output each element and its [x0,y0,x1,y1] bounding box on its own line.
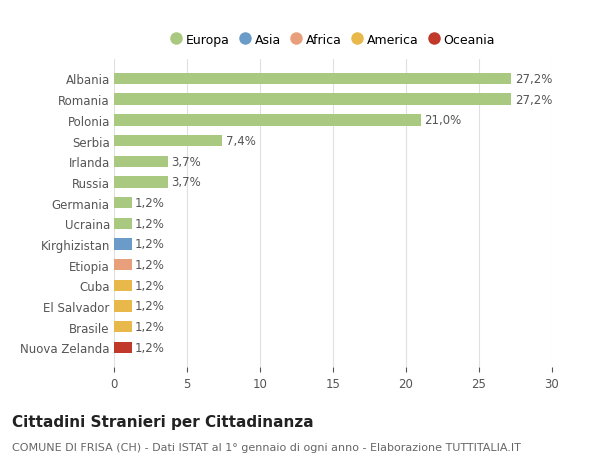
Text: 7,4%: 7,4% [226,135,256,148]
Bar [114,94,511,106]
Bar [114,321,131,333]
Text: 1,2%: 1,2% [135,196,165,210]
Text: 27,2%: 27,2% [515,73,552,86]
Bar [114,218,131,230]
Text: Cittadini Stranieri per Cittadinanza: Cittadini Stranieri per Cittadinanza [12,414,314,429]
Text: 3,7%: 3,7% [172,176,202,189]
Bar [114,239,131,250]
Bar [114,259,131,271]
Text: 1,2%: 1,2% [135,217,165,230]
Bar [114,177,168,188]
Bar [114,301,131,312]
Text: 1,2%: 1,2% [135,341,165,354]
Text: 1,2%: 1,2% [135,238,165,251]
Text: 27,2%: 27,2% [515,94,552,106]
Text: 1,2%: 1,2% [135,300,165,313]
Bar [114,156,168,168]
Text: 3,7%: 3,7% [172,155,202,168]
Bar [114,197,131,209]
Bar [114,135,222,147]
Bar [114,115,421,126]
Text: COMUNE DI FRISA (CH) - Dati ISTAT al 1° gennaio di ogni anno - Elaborazione TUTT: COMUNE DI FRISA (CH) - Dati ISTAT al 1° … [12,442,521,452]
Bar [114,73,511,85]
Legend: Europa, Asia, Africa, America, Oceania: Europa, Asia, Africa, America, Oceania [166,29,500,52]
Text: 21,0%: 21,0% [424,114,461,127]
Text: 1,2%: 1,2% [135,279,165,292]
Bar [114,280,131,291]
Text: 1,2%: 1,2% [135,320,165,333]
Text: 1,2%: 1,2% [135,258,165,272]
Bar [114,342,131,353]
